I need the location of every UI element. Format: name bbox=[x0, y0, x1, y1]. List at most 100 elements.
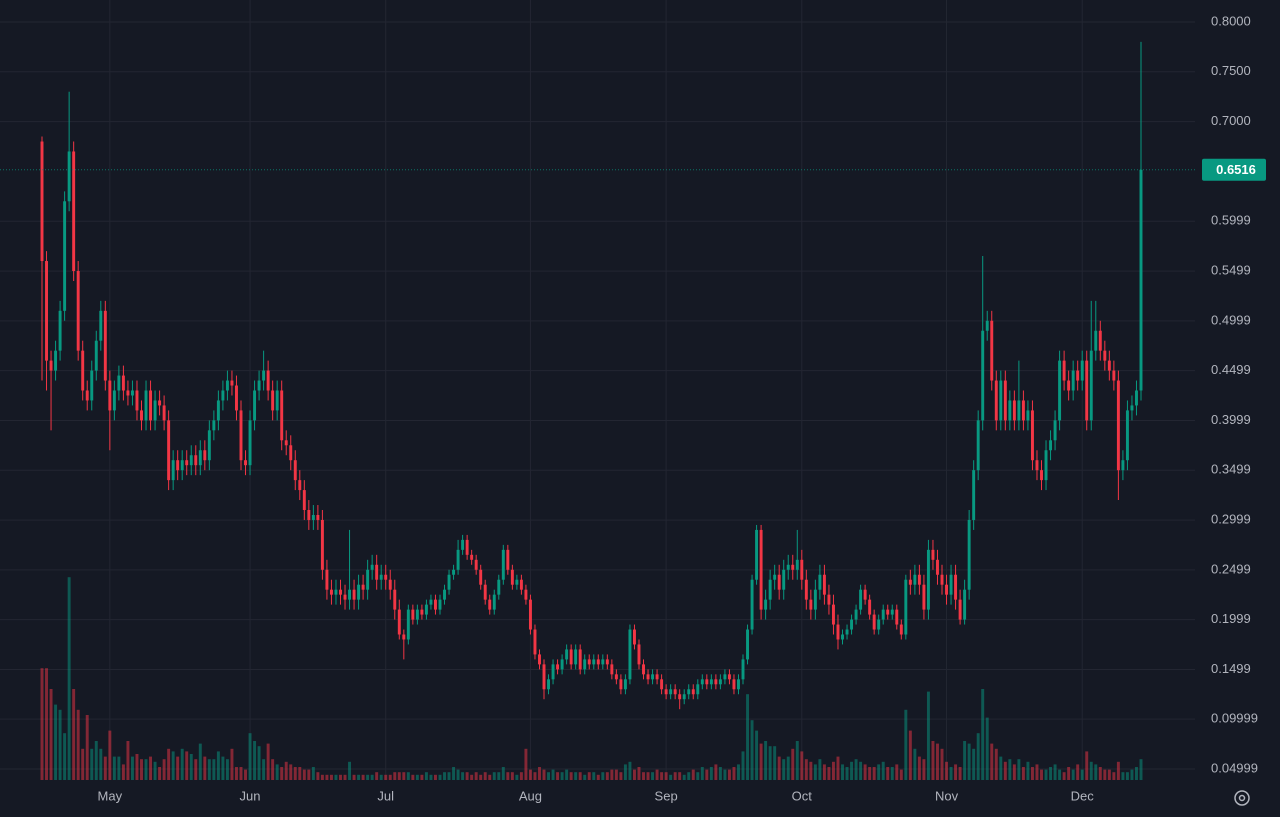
candle-body bbox=[144, 390, 148, 421]
volume-bar bbox=[424, 772, 428, 780]
volume-bar bbox=[1139, 759, 1143, 780]
candle-body bbox=[718, 679, 722, 685]
candle-body bbox=[904, 579, 908, 635]
candle-body bbox=[465, 539, 469, 555]
candle-body bbox=[443, 589, 446, 600]
candle-body bbox=[54, 350, 58, 371]
volume-bar bbox=[298, 767, 302, 780]
volume-bar bbox=[831, 761, 835, 780]
volume-bar bbox=[1035, 764, 1039, 780]
volume-bar bbox=[818, 759, 822, 780]
candle-body bbox=[1008, 400, 1012, 421]
volume-bar bbox=[72, 689, 76, 780]
candle-body bbox=[1098, 330, 1102, 351]
candle-body bbox=[732, 679, 736, 690]
volume-bar bbox=[660, 772, 664, 780]
volume-bar bbox=[1049, 767, 1053, 780]
candle-body bbox=[642, 664, 645, 675]
y-tick-label: 0.8000 bbox=[1211, 13, 1251, 28]
volume-bar bbox=[397, 772, 401, 780]
x-tick-label: Aug bbox=[519, 788, 542, 803]
volume-bar bbox=[447, 772, 451, 780]
volume-bar bbox=[280, 767, 284, 780]
candle-body bbox=[108, 380, 112, 411]
candle-body bbox=[954, 574, 958, 600]
candle-body bbox=[216, 400, 220, 421]
volume-bar bbox=[180, 748, 184, 780]
candle-body bbox=[822, 574, 826, 595]
volume-bar bbox=[908, 730, 912, 780]
volume-bar bbox=[972, 748, 976, 780]
volume-bar bbox=[194, 759, 198, 780]
candle-body bbox=[370, 564, 374, 570]
volume-bar bbox=[732, 767, 736, 780]
candle-body bbox=[841, 634, 844, 640]
volume-bar bbox=[311, 767, 315, 780]
volume-bar bbox=[185, 751, 189, 780]
candle-body bbox=[863, 589, 867, 600]
candle-body bbox=[375, 564, 379, 580]
x-tick-label: Jun bbox=[240, 788, 261, 803]
candle-body bbox=[813, 589, 817, 610]
candle-body bbox=[524, 589, 528, 600]
volume-bar bbox=[651, 772, 655, 780]
candle-body bbox=[759, 529, 763, 610]
volume-bar bbox=[967, 743, 971, 780]
candle-body bbox=[1094, 330, 1098, 351]
candle-body bbox=[45, 261, 48, 361]
volume-bar bbox=[741, 751, 745, 780]
candle-body bbox=[972, 470, 976, 520]
volume-bar bbox=[121, 764, 125, 780]
candle-body bbox=[1044, 450, 1048, 481]
volume-bar bbox=[388, 774, 392, 780]
settings-icon[interactable] bbox=[1234, 790, 1250, 806]
candle-body bbox=[103, 310, 107, 381]
y-tick-label: 0.1499 bbox=[1211, 661, 1251, 676]
candle-body bbox=[1076, 370, 1080, 381]
candle-body bbox=[556, 664, 560, 670]
candle-body bbox=[1112, 370, 1116, 381]
volume-bar bbox=[822, 764, 826, 780]
candle-body bbox=[1085, 360, 1089, 421]
volume-bar bbox=[863, 764, 867, 780]
candle-body bbox=[452, 569, 456, 575]
candle-body bbox=[194, 455, 198, 466]
volume-bar bbox=[54, 704, 58, 780]
volume-bar bbox=[266, 743, 270, 780]
candle-body bbox=[266, 370, 270, 391]
candle-body bbox=[705, 679, 709, 685]
candle-body bbox=[366, 569, 370, 590]
candle-body bbox=[737, 679, 740, 690]
volume-bar bbox=[1062, 772, 1066, 780]
volume-bar bbox=[850, 761, 854, 780]
volume-bar bbox=[438, 774, 442, 780]
candle-body bbox=[1030, 410, 1034, 461]
volume-bar bbox=[782, 759, 786, 780]
candle-body bbox=[542, 664, 546, 690]
volume-bar bbox=[872, 767, 876, 780]
candle-body bbox=[931, 549, 935, 560]
candle-body bbox=[678, 694, 682, 700]
candle-body bbox=[506, 549, 510, 570]
candle-body bbox=[868, 599, 872, 615]
candle-body bbox=[831, 604, 835, 625]
volume-bar bbox=[795, 741, 799, 780]
candle-body bbox=[479, 569, 483, 585]
candle-body bbox=[40, 141, 44, 262]
candle-body bbox=[1058, 360, 1062, 421]
candle-body bbox=[596, 659, 600, 665]
candle-body bbox=[827, 594, 831, 605]
volume-bar bbox=[348, 761, 352, 780]
candle-body bbox=[248, 420, 252, 466]
candle-body bbox=[1017, 400, 1021, 421]
volume-bar bbox=[284, 761, 288, 780]
volume-bar bbox=[325, 774, 329, 780]
candle-body bbox=[289, 445, 293, 461]
volume-bar bbox=[669, 774, 673, 780]
candle-body bbox=[569, 649, 573, 665]
settings-ring bbox=[1234, 790, 1250, 806]
volume-bar bbox=[696, 772, 700, 780]
volume-bar bbox=[67, 577, 71, 780]
volume-bar bbox=[981, 689, 985, 780]
candle-body bbox=[1135, 390, 1138, 406]
